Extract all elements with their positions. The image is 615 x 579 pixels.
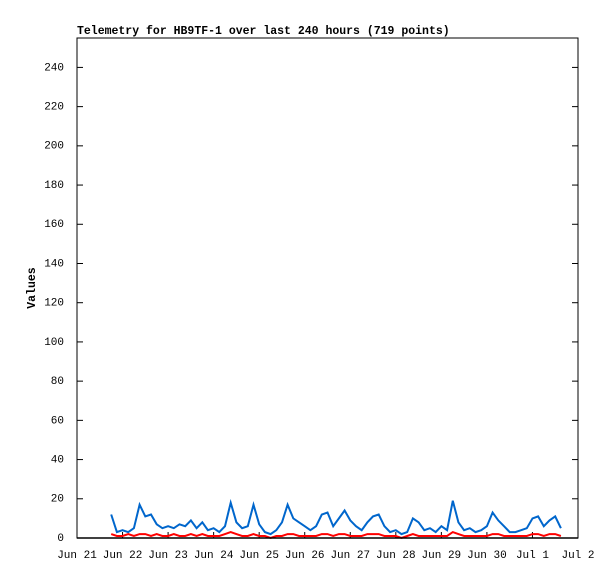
series-line <box>110 498 562 536</box>
y-tick-label: 80 <box>51 376 64 388</box>
x-tick-label: Jul 1 <box>516 550 549 562</box>
plot-frame <box>76 37 579 539</box>
y-tick-label: 160 <box>44 219 64 231</box>
y-tick-label: 20 <box>51 494 64 506</box>
x-tick-label: Jun 25 <box>239 550 279 562</box>
y-tick-label: 200 <box>44 141 64 153</box>
x-tick-label: Jun 21 <box>57 550 97 562</box>
x-tick-label: Jun 23 <box>148 550 188 562</box>
x-tick-label: Jun 22 <box>103 550 143 562</box>
x-tick-label: Jun 27 <box>330 550 370 562</box>
y-tick-label: 0 <box>57 533 64 545</box>
x-tick-label: Jun 26 <box>285 550 325 562</box>
x-tick-label: Jun 29 <box>422 550 462 562</box>
y-axis-label: Values <box>26 267 39 309</box>
y-tick-label: 60 <box>51 415 64 427</box>
x-tick-label: Jul 2 <box>561 550 594 562</box>
y-tick-label: 220 <box>44 102 64 114</box>
x-tick-label: Jun 28 <box>376 550 416 562</box>
x-tick-label: Jun 30 <box>467 550 507 562</box>
x-tick-label: Jun 24 <box>194 550 234 562</box>
series-line <box>110 530 562 540</box>
y-tick-label: 240 <box>44 62 64 74</box>
y-tick-label: 40 <box>51 454 64 466</box>
y-tick-label: 120 <box>44 298 64 310</box>
y-tick-label: 180 <box>44 180 64 192</box>
y-tick-label: 100 <box>44 337 64 349</box>
chart-title: Telemetry for HB9TF-1 over last 240 hour… <box>77 25 450 38</box>
y-tick-label: 140 <box>44 258 64 270</box>
